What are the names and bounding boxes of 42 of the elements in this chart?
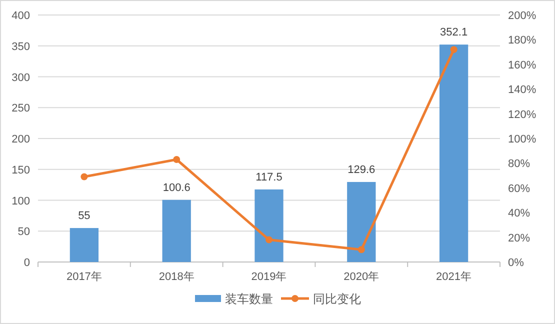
- data-label: 100.6: [162, 182, 190, 194]
- point: [358, 246, 365, 254]
- bar: [347, 182, 376, 262]
- point: [266, 236, 272, 244]
- y2-tick-label: 100%: [508, 134, 536, 146]
- y-tick-label: 250: [12, 102, 30, 115]
- data-label: 117.5: [256, 171, 282, 184]
- point: [80, 173, 88, 180]
- y2-tick-label: 180%: [508, 34, 536, 47]
- x-tick-label: 2019年: [251, 271, 287, 283]
- y-tick-label: 100: [12, 195, 30, 208]
- y-tick-label: 400: [12, 10, 30, 22]
- y-tick-label: 200: [12, 134, 30, 146]
- x-tick-label: 2020年: [344, 271, 380, 283]
- bar: [162, 200, 191, 262]
- legend-label: 装车数量: [225, 292, 273, 306]
- bar: [70, 228, 99, 262]
- y2-tick-label: 160%: [508, 59, 536, 72]
- point: [450, 46, 458, 54]
- x-tick-label: 2017年: [66, 271, 102, 283]
- y2-tick-label: 80%: [508, 158, 530, 170]
- y-tick-label: 350: [12, 40, 30, 53]
- y-tick-label: 150: [12, 164, 30, 176]
- data-label: 55: [78, 210, 90, 222]
- y2-tick-label: 120%: [508, 108, 536, 121]
- bar: [254, 189, 284, 262]
- x-tick-label: 2021年: [436, 271, 472, 283]
- y2-tick-label: 0%: [508, 257, 524, 269]
- point: [173, 156, 180, 163]
- y-tick-label: 50: [18, 226, 30, 238]
- legend-label: 同比变化: [313, 292, 361, 306]
- data-label: 352.1: [440, 26, 468, 39]
- y2-tick-label: 20%: [508, 232, 530, 244]
- y-tick-label: 300: [12, 72, 30, 84]
- bar: [439, 44, 468, 262]
- x-tick-label: 2018年: [158, 271, 194, 283]
- y2-tick-label: 140%: [508, 84, 536, 96]
- y-tick-label: 0: [24, 257, 30, 269]
- y2-tick-label: 200%: [508, 10, 536, 22]
- data-label: 129.6: [348, 164, 376, 176]
- y2-tick-label: 40%: [508, 208, 530, 220]
- y2-tick-label: 60%: [508, 182, 530, 195]
